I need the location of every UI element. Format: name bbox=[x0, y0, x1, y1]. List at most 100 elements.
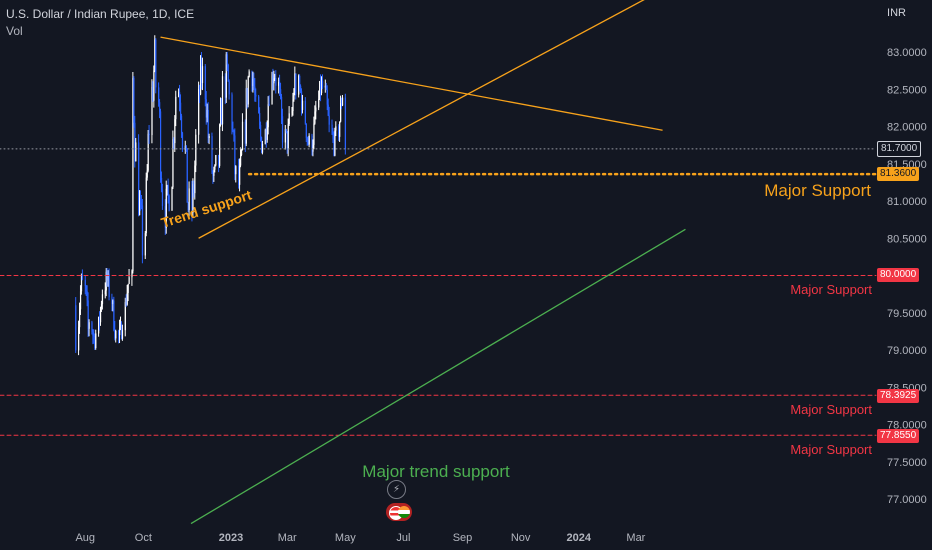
y-tick-label: 77.0000 bbox=[887, 494, 927, 506]
candle-body bbox=[160, 111, 162, 178]
candle-body bbox=[311, 135, 313, 152]
price-tag-red-77-85: 77.8550 bbox=[877, 429, 920, 443]
candle-body bbox=[166, 185, 168, 189]
candle-body bbox=[248, 71, 250, 78]
candle-body bbox=[267, 104, 269, 128]
candle-body bbox=[208, 136, 210, 138]
candle-body bbox=[255, 94, 257, 97]
candle-body bbox=[245, 88, 247, 144]
candle-body bbox=[271, 75, 273, 105]
candle-body bbox=[101, 294, 104, 305]
candle-body bbox=[104, 290, 106, 295]
candle-body bbox=[113, 300, 115, 330]
candle-body bbox=[211, 136, 213, 173]
candle-body bbox=[275, 78, 277, 86]
time-axis[interactable]: Aug Oct 2023 Mar May Jul Sep Nov 2024 Mar bbox=[75, 532, 645, 544]
candle-body bbox=[298, 75, 300, 95]
candle-body bbox=[173, 139, 175, 144]
candle-body bbox=[85, 286, 87, 292]
candle-body bbox=[148, 133, 150, 136]
candle-body bbox=[151, 87, 153, 136]
candle-body bbox=[154, 39, 156, 71]
candle-body bbox=[233, 130, 235, 136]
candle-body bbox=[235, 166, 237, 175]
candle-body bbox=[334, 130, 336, 156]
candle-body bbox=[147, 133, 149, 171]
candle-body bbox=[214, 165, 216, 170]
candle-body bbox=[228, 81, 230, 95]
candle-body bbox=[200, 58, 203, 84]
candle-body bbox=[140, 201, 143, 206]
candle-body bbox=[167, 185, 169, 196]
candle-body bbox=[272, 75, 274, 84]
x-tick-label: Jul bbox=[396, 532, 410, 544]
candle-body bbox=[88, 322, 90, 329]
candle-body bbox=[301, 100, 304, 110]
candle-body bbox=[174, 119, 176, 144]
y-tick-label: 79.0000 bbox=[887, 345, 927, 357]
candle-body bbox=[324, 85, 327, 88]
candle-body bbox=[201, 66, 204, 84]
candle-body bbox=[227, 64, 229, 82]
candle-body bbox=[305, 123, 307, 138]
candle-body bbox=[268, 104, 270, 106]
candle-body bbox=[314, 111, 316, 124]
candle-body bbox=[79, 291, 82, 310]
candle-body bbox=[300, 91, 303, 110]
candle-body bbox=[139, 198, 142, 202]
candle-body bbox=[294, 73, 296, 93]
candles bbox=[75, 35, 347, 356]
candle-body bbox=[98, 317, 100, 334]
lightning-icon[interactable]: ⚡ bbox=[387, 480, 406, 499]
price-tag-red-80: 80.0000 bbox=[877, 268, 920, 282]
y-tick-label: 78.0000 bbox=[887, 420, 927, 432]
candle-body bbox=[198, 89, 200, 135]
trendline bbox=[198, 0, 645, 239]
x-tick-label: Mar bbox=[626, 532, 645, 544]
candle-body bbox=[281, 116, 284, 143]
x-tick-label: May bbox=[335, 532, 356, 544]
candle-body bbox=[221, 76, 224, 125]
candle-body bbox=[161, 189, 164, 207]
candle-body bbox=[146, 170, 148, 178]
candle-body bbox=[215, 154, 217, 166]
y-tick-label: 82.0000 bbox=[887, 122, 927, 134]
annotation-label: Major Support bbox=[764, 181, 871, 200]
annotation-lines bbox=[0, 0, 878, 525]
candle-body bbox=[155, 39, 157, 88]
candle-body bbox=[341, 103, 343, 106]
annotation-label: Major Support bbox=[790, 402, 872, 417]
candle-body bbox=[195, 134, 197, 166]
candle-body bbox=[180, 115, 183, 133]
usd-inr-flag-icon[interactable] bbox=[386, 503, 412, 521]
candle-body bbox=[131, 271, 133, 278]
candle-body bbox=[126, 292, 128, 305]
candle-body bbox=[260, 125, 262, 138]
candle-body bbox=[206, 109, 208, 118]
candle-body bbox=[158, 87, 160, 103]
candle-body bbox=[328, 115, 330, 125]
candle-body bbox=[78, 327, 80, 351]
candle-body bbox=[288, 113, 290, 125]
candle-body bbox=[287, 124, 289, 149]
candle-body bbox=[220, 103, 223, 125]
candle-body bbox=[91, 322, 93, 332]
candle-body bbox=[191, 188, 193, 213]
candle-body bbox=[93, 335, 95, 337]
candle-body bbox=[299, 75, 301, 86]
candle-body bbox=[135, 142, 137, 162]
candle-body bbox=[344, 97, 347, 149]
candle-body bbox=[333, 139, 335, 156]
candle-body bbox=[194, 165, 196, 194]
candle-body bbox=[205, 99, 207, 118]
candle-body bbox=[246, 88, 248, 105]
candle-body bbox=[224, 76, 226, 98]
price-tag-red-78-39: 78.3925 bbox=[877, 389, 920, 403]
candle-body bbox=[279, 82, 281, 90]
candle-body bbox=[295, 73, 297, 95]
candle-body bbox=[273, 78, 275, 84]
y-tick-label: 83.0000 bbox=[887, 47, 927, 59]
annotation-label: Major Support bbox=[790, 442, 872, 457]
candle-body bbox=[86, 291, 88, 301]
